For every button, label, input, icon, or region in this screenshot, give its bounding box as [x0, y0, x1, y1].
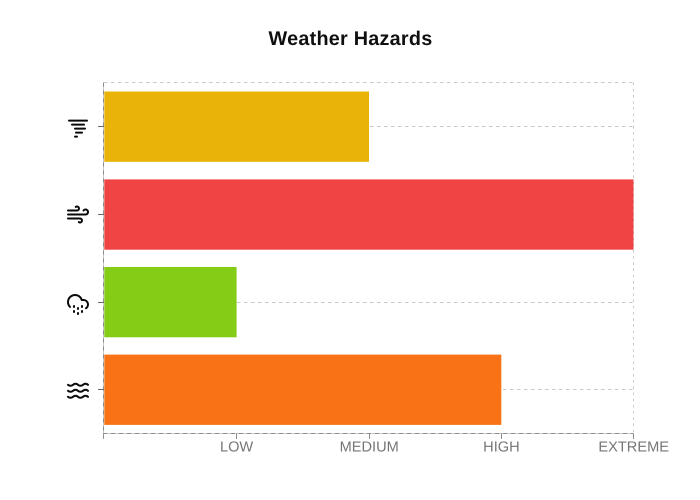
svg-text:Weather Hazards: Weather Hazards [269, 28, 433, 50]
svg-text:HIGH: HIGH [483, 439, 519, 455]
svg-text:LOW: LOW [220, 439, 253, 455]
svg-text:EXTREME: EXTREME [598, 439, 669, 455]
svg-text:MEDIUM: MEDIUM [340, 439, 399, 455]
